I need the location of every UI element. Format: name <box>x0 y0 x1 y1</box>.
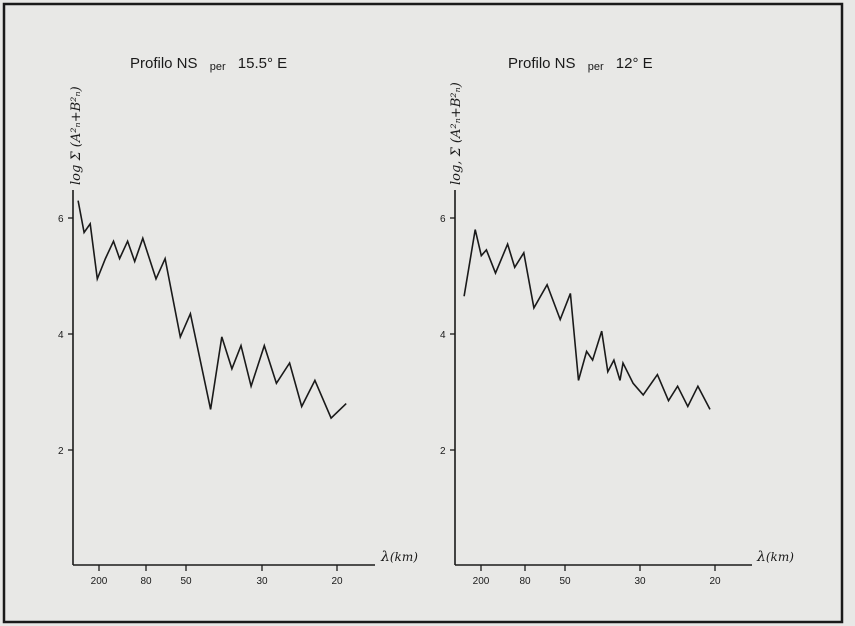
y-tick-label-2: 2 <box>440 446 446 457</box>
title-main: Profilo NS <box>130 55 198 72</box>
chart-left: Profilo NS per 15.5° E log Σ (A²ₙ+B²ₙ) λ… <box>58 55 418 587</box>
figure-frame <box>2 2 844 624</box>
x-axis-label-lambda: λ <box>380 549 390 565</box>
chart-right: Profilo NS per 12° E log, Σ (A²ₙ+B²ₙ) λ(… <box>440 55 794 587</box>
x-tick-label-20: 20 <box>331 576 343 587</box>
chart-title: Profilo NS per 12° E <box>508 55 653 74</box>
x-tick-label-200: 200 <box>473 576 490 587</box>
chart-title: Profilo NS per 15.5° E <box>130 55 287 74</box>
y-tick-label-6: 6 <box>440 214 446 225</box>
series-line-0 <box>463 229 711 410</box>
y-tick-label-2: 2 <box>58 446 64 457</box>
x-tick-label-80: 80 <box>519 576 531 587</box>
x-axis-label-lambda: λ <box>756 549 766 565</box>
title-degrees: 12° E <box>616 55 653 72</box>
x-axis-label: λ(km) <box>756 549 794 565</box>
x-axis-label: λ(km) <box>380 549 418 565</box>
x-tick-label-30: 30 <box>634 576 646 587</box>
x-tick-label-20: 20 <box>709 576 721 587</box>
title-degrees: 15.5° E <box>238 55 287 72</box>
title-per: per <box>210 61 226 73</box>
y-tick-label-4: 4 <box>58 330 64 341</box>
x-tick-label-80: 80 <box>140 576 152 587</box>
x-axis-label-unit: (km) <box>390 550 418 564</box>
x-axis-label-unit: (km) <box>766 550 794 564</box>
x-tick-label-200: 200 <box>91 576 108 587</box>
plot-area <box>463 229 711 410</box>
x-tick-label-50: 50 <box>559 576 571 587</box>
title-main: Profilo NS <box>508 55 576 72</box>
y-axis-label: log Σ (A²ₙ+B²ₙ) <box>69 86 84 185</box>
y-tick-label-6: 6 <box>58 214 64 225</box>
y-axis-label: log, Σ (A²ₙ+B²ₙ) <box>449 82 464 185</box>
x-tick-label-50: 50 <box>180 576 192 587</box>
plot-area <box>77 200 347 420</box>
series-line-0 <box>77 200 347 420</box>
y-tick-label-4: 4 <box>440 330 446 341</box>
title-per: per <box>588 61 604 73</box>
x-tick-label-30: 30 <box>256 576 268 587</box>
